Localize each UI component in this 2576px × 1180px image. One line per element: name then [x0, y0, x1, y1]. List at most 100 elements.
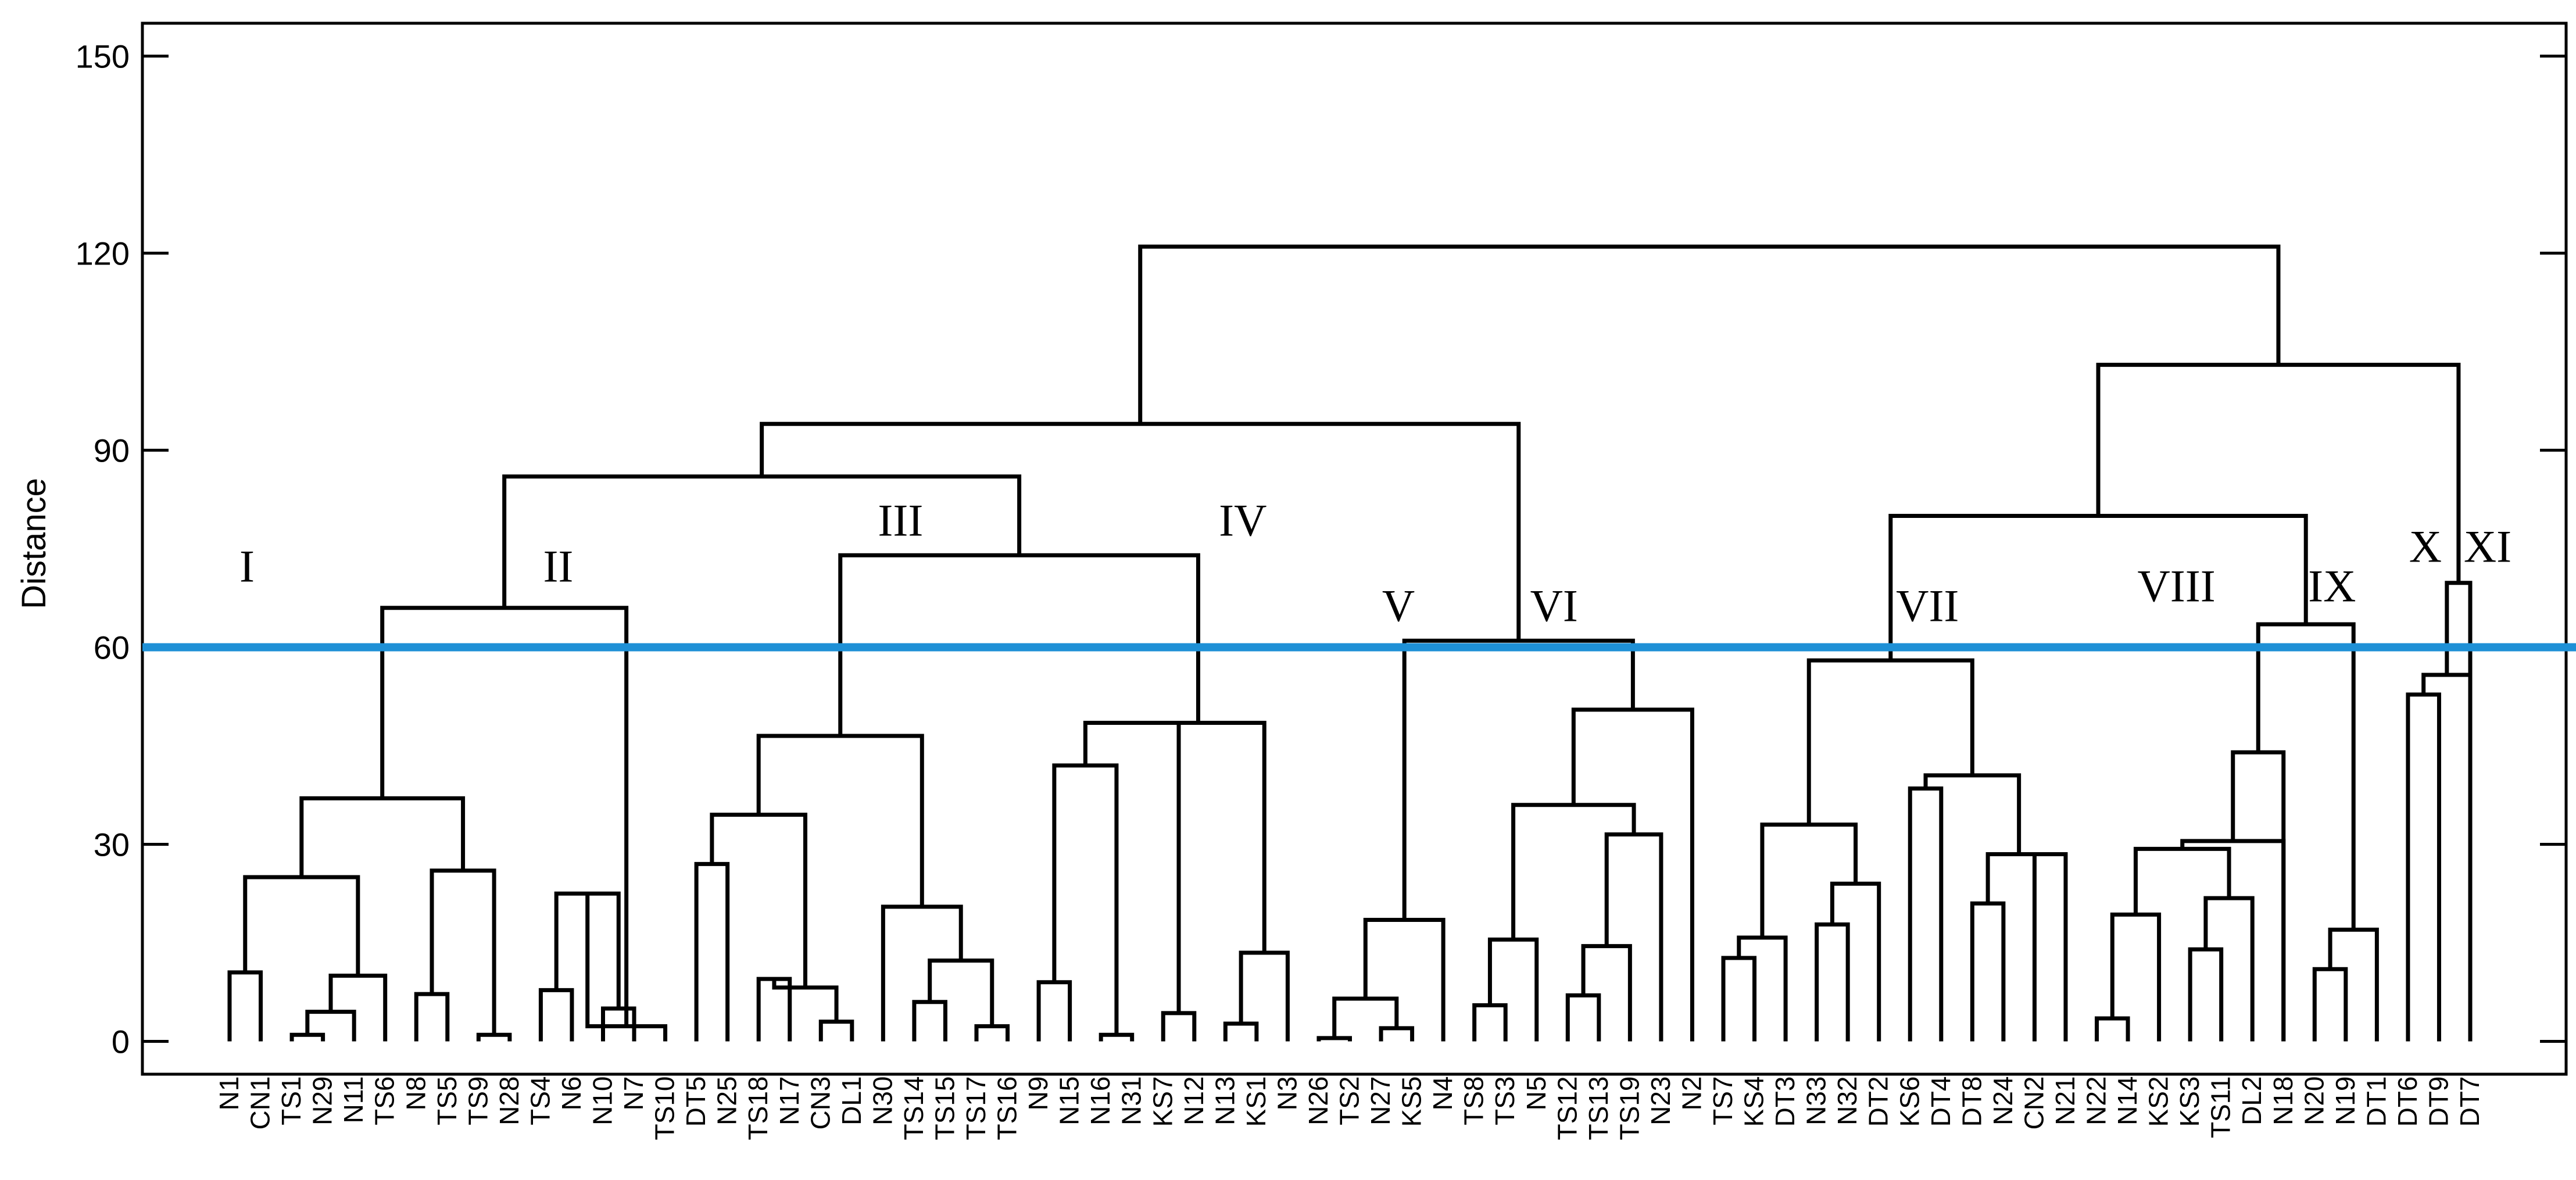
dendrogram-link-g9 — [1985, 852, 2051, 904]
leaf-label: CN1 — [245, 1077, 276, 1130]
leaf-label: TS19 — [1614, 1077, 1644, 1140]
leaf-label: TS15 — [929, 1077, 960, 1140]
dendrogram-link-root — [1138, 244, 2281, 424]
leaf-label: N6 — [556, 1077, 586, 1111]
leaf-label: N27 — [1365, 1077, 1396, 1125]
cluster-label-III: III — [878, 495, 923, 545]
cluster-label-VIII: VIII — [2137, 560, 2215, 611]
dendrogram-tree — [227, 244, 2473, 1042]
leaf-label: N21 — [2050, 1077, 2080, 1125]
leaf-label: TS10 — [650, 1077, 680, 1140]
leaf-label: DT3 — [1770, 1077, 1800, 1127]
leaf-label: DT9 — [2423, 1077, 2453, 1127]
leaf-label: KS4 — [1739, 1077, 1769, 1127]
leaf-label: N13 — [1210, 1077, 1240, 1125]
leaf-label: N9 — [1023, 1077, 1053, 1111]
leaf-label: CN3 — [805, 1077, 835, 1130]
leaf-label: KS1 — [1241, 1077, 1271, 1127]
y-tick-label: 30 — [94, 827, 130, 863]
leaf-label: N23 — [1645, 1077, 1676, 1125]
leaf-label: TS2 — [1334, 1077, 1365, 1125]
dendrogram-link-g8 — [2032, 852, 2068, 1042]
leaf-label: N26 — [1303, 1077, 1333, 1125]
y-tick-label: 150 — [76, 38, 130, 75]
y-tick-label: 0 — [112, 1024, 130, 1060]
leaf-label: KS2 — [2144, 1077, 2174, 1127]
leaf-label: N25 — [712, 1077, 742, 1125]
leaf-labels: N1 CN1 TS1 N29 N11 TS6 N8 TS5 TS9 N28 TS4 N6 N10 N7 TS… — [214, 1077, 2485, 1140]
leaf-label: N22 — [2081, 1077, 2112, 1125]
leaf-label: TS16 — [992, 1077, 1022, 1140]
leaf-label: TS11 — [2206, 1077, 2236, 1139]
leaf-label: N3 — [1272, 1077, 1302, 1111]
leaf-label: N11 — [338, 1077, 368, 1124]
leaf-label: N20 — [2299, 1077, 2329, 1125]
leaf-label: N15 — [1054, 1077, 1085, 1125]
cluster-label-I: I — [239, 541, 255, 592]
leaf-label: TS13 — [1583, 1077, 1613, 1140]
cluster-label-XI: XI — [2464, 521, 2511, 572]
leaf-label: TS9 — [463, 1077, 493, 1125]
leaf-label: TS4 — [525, 1077, 555, 1125]
leaf-label: DT4 — [1926, 1077, 1956, 1127]
leaf-label: TS14 — [899, 1077, 929, 1140]
cluster-label-IV: IV — [1219, 495, 1266, 545]
leaf-label: DL1 — [836, 1077, 867, 1125]
plot-frame — [141, 22, 2568, 1076]
y-tick-label: 60 — [94, 630, 130, 666]
leaf-label: N1 — [214, 1077, 244, 1111]
y-tick-label: 90 — [94, 432, 130, 469]
leaf-label: N7 — [618, 1077, 649, 1111]
leaf-label: DT1 — [2361, 1077, 2391, 1127]
leaf-label: TS1 — [276, 1077, 306, 1125]
leaf-label: N10 — [588, 1077, 618, 1125]
leaf-label: TS12 — [1552, 1077, 1582, 1140]
leaf-label: KS7 — [1147, 1077, 1178, 1127]
leaf-label: TS5 — [432, 1077, 462, 1125]
leaf-label: TS18 — [743, 1077, 773, 1140]
leaf-label: N31 — [1117, 1077, 1147, 1125]
cluster-label-II: II — [543, 541, 573, 592]
leaf-label: CN2 — [2019, 1077, 2049, 1130]
leaf-label: TS3 — [1490, 1077, 1520, 1125]
leaf-label: TS17 — [961, 1077, 991, 1140]
leaf-label: N17 — [774, 1077, 804, 1125]
leaf-label: N28 — [494, 1077, 524, 1125]
leaf-label: N8 — [400, 1077, 431, 1111]
leaf-label: DT8 — [1956, 1077, 1987, 1127]
leaf-label: N29 — [307, 1077, 338, 1125]
leaf-label: KS6 — [1894, 1077, 1924, 1127]
leaf-label: N5 — [1521, 1077, 1551, 1111]
leaf-label: N4 — [1427, 1077, 1458, 1111]
leaf-label: N32 — [1832, 1077, 1862, 1125]
leaf-label: N18 — [2268, 1077, 2298, 1125]
leaf-label: DT7 — [2455, 1077, 2485, 1127]
cluster-label-VI: VI — [1530, 580, 1578, 631]
cluster-label-VII: VII — [1896, 580, 1959, 631]
leaf-label: N30 — [867, 1077, 897, 1125]
leaf-label: DT2 — [1863, 1077, 1894, 1127]
leaf-label: N14 — [2112, 1077, 2142, 1125]
leaf-label: KS3 — [2174, 1077, 2205, 1127]
leaf-label: TS8 — [1459, 1077, 1489, 1125]
leaf-label: N16 — [1085, 1077, 1115, 1125]
leaf-label: DL2 — [2237, 1077, 2267, 1125]
leaf-label: TS7 — [1708, 1077, 1738, 1125]
leaf-label: TS6 — [370, 1077, 400, 1125]
leaf-label: N33 — [1801, 1077, 1831, 1125]
y-tick-label: 120 — [76, 235, 130, 272]
y-axis: 0 30 60 90 120 150 — [76, 38, 2566, 1060]
leaf-label: KS5 — [1397, 1077, 1427, 1127]
leaf-label: N24 — [1988, 1077, 2018, 1125]
cluster-label-X: X — [2409, 521, 2442, 572]
leaf-label: N12 — [1179, 1077, 1209, 1125]
leaf-label: N19 — [2330, 1077, 2360, 1125]
cluster-label-V: V — [1382, 580, 1415, 631]
leaf-label: N2 — [1676, 1077, 1706, 1111]
dendrogram-link-d8 — [1132, 720, 1266, 953]
cluster-label-IX: IX — [2308, 560, 2356, 611]
leaf-label: DT5 — [681, 1077, 711, 1127]
leaf-label: DT6 — [2392, 1077, 2423, 1127]
